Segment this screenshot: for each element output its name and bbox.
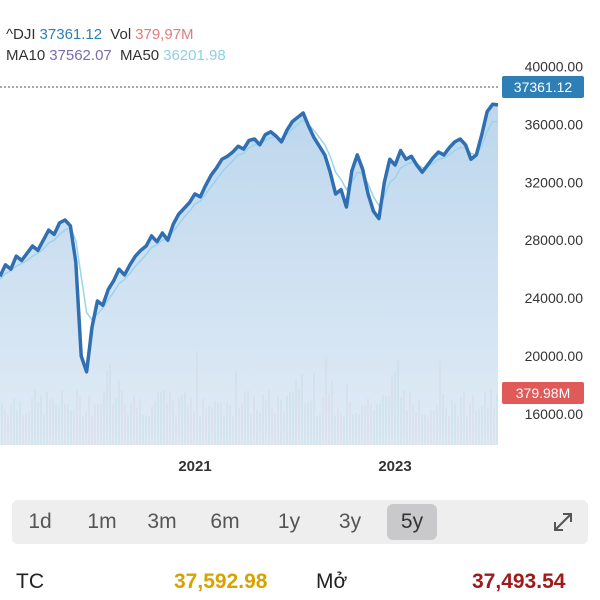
range-tab-1d[interactable]: 1d [28,510,52,533]
ma50-label: MA50 [119,47,160,64]
y-tick-label: 28000.00 [525,232,584,248]
range-tab-5y[interactable]: 5y [387,504,437,540]
volume-tag: 379.98M [502,382,584,404]
vol-label: Vol [110,26,132,43]
expand-icon[interactable] [549,508,577,536]
y-tick-label: 32000.00 [525,174,584,190]
y-axis: 40000.00 36000.00 32000.00 28000.00 24000.00… [525,59,584,422]
price-value: 37361.12 [39,26,103,43]
prev-close-value: 37,592.98 [174,570,268,593]
y-tick-label: 24000.00 [525,290,584,306]
ma10-value: 37562.07 [49,47,112,64]
price-area-fill [0,104,498,446]
vol-value: 379,97M [135,26,194,43]
price-line [0,102,499,374]
last-price-tag-text: 37361.12 [514,79,573,95]
range-selector: 1d 1m 3m 6m 1y 3y 5y [12,500,588,544]
open-value: 37,493.54 [472,570,566,593]
legend-line-1: ^DJI 37361.12 Vol 379,97M [6,26,198,43]
range-tab-1y[interactable]: 1y [277,510,301,533]
y-tick-label: 16000.00 [525,406,584,422]
ma10-label: MA10 [6,47,46,64]
y-tick-label: 20000.00 [525,348,584,364]
prev-close-label: TC [16,570,44,593]
ma50-value: 36201.98 [163,47,226,64]
price-chart[interactable]: 40000.00 36000.00 32000.00 28000.00 24000.00… [0,0,600,490]
x-tick-label: 2021 [178,458,211,475]
symbol-label: ^DJI [6,26,36,43]
legend-line-2: MA10 37562.07 MA50 36201.98 [6,47,230,64]
range-tab-1m[interactable]: 1m [87,510,117,533]
open-label: Mở [316,570,348,593]
last-price-tag: 37361.12 [502,76,584,98]
x-axis: 2021 2023 [178,458,411,475]
range-tab-3m[interactable]: 3m [147,510,177,533]
y-tick-label: 40000.00 [525,59,584,75]
x-tick-label: 2023 [378,458,411,475]
range-tab-6m[interactable]: 6m [210,510,240,533]
y-tick-label: 36000.00 [525,117,584,133]
volume-tag-text: 379.98M [516,385,570,401]
range-tab-3y[interactable]: 3y [338,510,362,533]
